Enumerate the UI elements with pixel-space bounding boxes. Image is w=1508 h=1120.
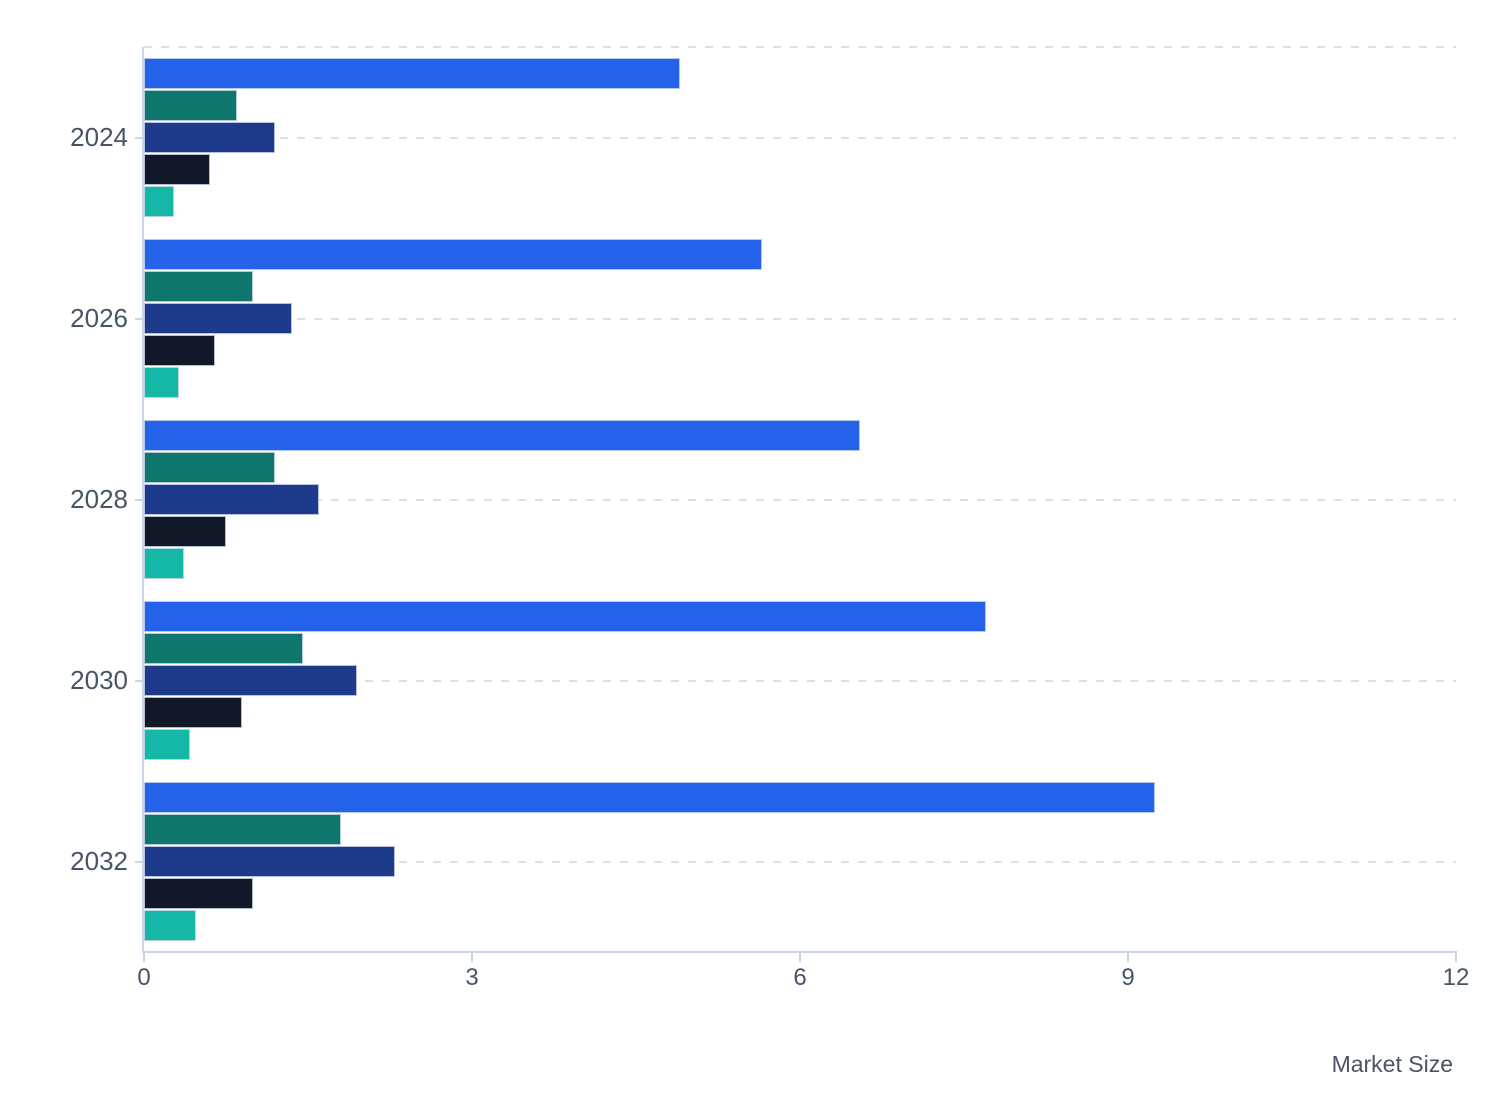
- bar-2030-series_1[interactable]: [144, 601, 986, 632]
- x-axis-tick-label: 9: [1121, 964, 1135, 991]
- x-axis-title: Market Size: [1331, 1051, 1453, 1077]
- bar-2032-series_4[interactable]: [144, 878, 253, 909]
- x-axis-tick: [143, 952, 145, 962]
- bar-2032-series_5[interactable]: [144, 910, 196, 941]
- bar-2028-series_3[interactable]: [144, 484, 319, 515]
- bar-2030-series_3[interactable]: [144, 665, 357, 696]
- bar-2028-series_1[interactable]: [144, 420, 860, 451]
- bar-2026-series_5[interactable]: [144, 367, 179, 398]
- y-axis-label: 2032: [70, 846, 128, 876]
- gridline-category: [144, 860, 1456, 863]
- bar-2024-series_3[interactable]: [144, 122, 275, 153]
- bar-2024-series_5[interactable]: [144, 186, 174, 217]
- bar-2026-series_4[interactable]: [144, 335, 215, 366]
- x-axis-tick: [471, 952, 473, 962]
- x-axis-tick-label: 6: [793, 964, 807, 991]
- y-axis-tick: [135, 136, 144, 139]
- bar-2030-series_2[interactable]: [144, 633, 303, 664]
- y-axis-tick: [135, 498, 144, 501]
- x-axis-tick-label: 0: [137, 964, 151, 991]
- y-axis-label: 2024: [70, 122, 128, 152]
- gridline-category: [144, 498, 1456, 501]
- gridline-category: [144, 317, 1456, 320]
- bar-2032-series_2[interactable]: [144, 814, 341, 845]
- bar-2028-series_5[interactable]: [144, 548, 184, 579]
- y-axis-tick: [135, 679, 144, 682]
- bar-2028-series_4[interactable]: [144, 516, 226, 547]
- x-axis-tick-label: 3: [465, 964, 479, 991]
- x-axis-tick-label: 12: [1442, 964, 1470, 991]
- y-axis-tick: [135, 317, 144, 320]
- bar-2024-series_2[interactable]: [144, 90, 237, 121]
- gridline-category: [144, 136, 1456, 139]
- bar-2028-series_2[interactable]: [144, 452, 275, 483]
- bar-2026-series_2[interactable]: [144, 271, 253, 302]
- bar-2032-series_1[interactable]: [144, 782, 1155, 813]
- y-axis-label: 2028: [70, 484, 128, 514]
- gridline-top: [144, 46, 1456, 48]
- x-axis-tick: [1127, 952, 1129, 962]
- bar-2024-series_4[interactable]: [144, 154, 210, 185]
- bar-2032-series_3[interactable]: [144, 846, 395, 877]
- bar-2030-series_5[interactable]: [144, 729, 190, 760]
- gridline-category: [144, 679, 1456, 682]
- x-axis-tick: [1455, 952, 1457, 962]
- y-axis-line: [142, 47, 144, 952]
- x-axis-tick: [799, 952, 801, 962]
- y-axis-label: 2026: [70, 303, 128, 333]
- y-axis-tick: [135, 860, 144, 863]
- bar-2026-series_1[interactable]: [144, 239, 762, 270]
- bar-2030-series_4[interactable]: [144, 697, 242, 728]
- y-axis-label: 2030: [70, 665, 128, 695]
- bar-2024-series_1[interactable]: [144, 58, 680, 89]
- bar-2026-series_3[interactable]: [144, 303, 292, 334]
